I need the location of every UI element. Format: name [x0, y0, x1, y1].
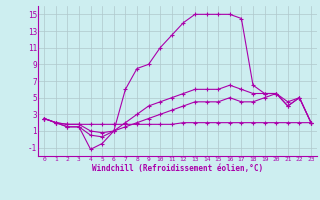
X-axis label: Windchill (Refroidissement éolien,°C): Windchill (Refroidissement éolien,°C) [92, 164, 263, 173]
